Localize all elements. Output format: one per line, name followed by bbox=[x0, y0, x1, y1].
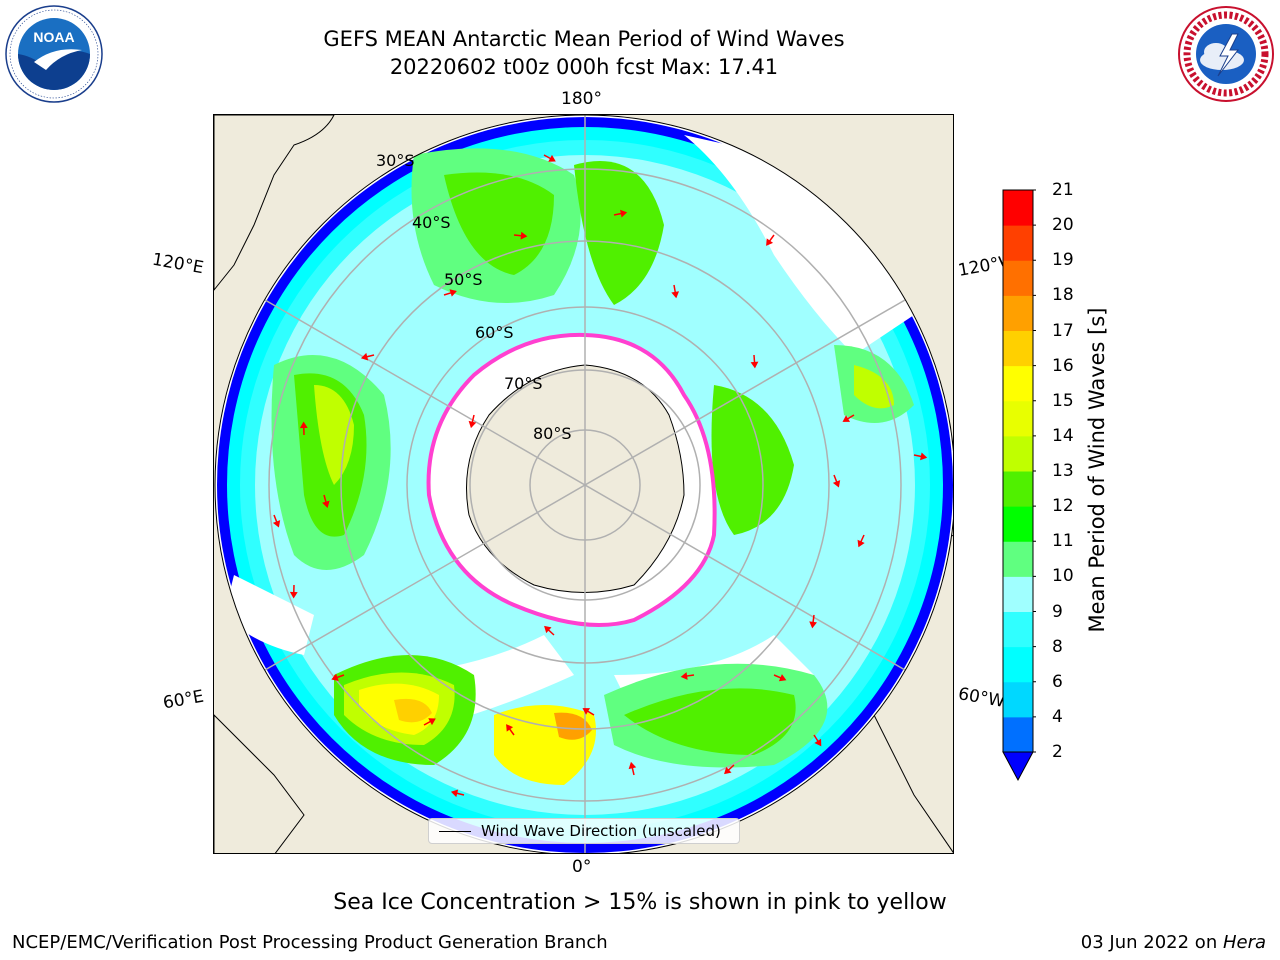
colorbar-extend-triangle bbox=[1002, 751, 1034, 782]
lat-label-40s: 40°S bbox=[412, 213, 451, 232]
sea-ice-note: Sea Ice Concentration > 15% is shown in … bbox=[333, 890, 947, 915]
lat-label-80s: 80°S bbox=[533, 424, 572, 443]
colorbar-segment bbox=[1003, 576, 1033, 612]
wave-arrow-head bbox=[750, 361, 759, 369]
lon-label-0: 0° bbox=[572, 857, 592, 877]
wave-arrow-head bbox=[360, 352, 369, 361]
legend-label: Wind Wave Direction (unscaled) bbox=[481, 822, 721, 840]
colorbar-tick-label: 13 bbox=[1052, 461, 1074, 481]
wave-arrow-head bbox=[766, 238, 774, 246]
colorbar-segment bbox=[1003, 541, 1033, 577]
colorbar-segment bbox=[1003, 190, 1033, 226]
wave-arrow-head bbox=[680, 672, 688, 680]
colorbar-tick-label: 2 bbox=[1052, 742, 1063, 762]
wave-arrow-head bbox=[371, 804, 380, 812]
chart-title: GEFS MEAN Antarctic Mean Period of Wind … bbox=[323, 27, 845, 51]
lon-label-120e: 120°E bbox=[150, 249, 206, 279]
colorbar-tick-label: 15 bbox=[1052, 390, 1074, 411]
lat-label-30s: 30°S bbox=[376, 151, 415, 170]
colorbar-tick-label: 11 bbox=[1052, 531, 1074, 552]
colorbar-segment bbox=[1003, 260, 1033, 296]
colorbar-tick-label: 9 bbox=[1052, 601, 1063, 622]
colorbar-tick-label: 16 bbox=[1052, 355, 1074, 376]
colorbar-segment bbox=[1003, 611, 1033, 648]
lat-label-50s: 50°S bbox=[444, 270, 483, 289]
colorbar-segment bbox=[1003, 400, 1033, 437]
wave-arrow-head bbox=[778, 674, 787, 682]
wave-arrow-head bbox=[814, 738, 822, 747]
wave-arrow-head bbox=[506, 724, 514, 732]
colorbar bbox=[1002, 189, 1036, 782]
wave-arrow-head bbox=[544, 625, 552, 634]
colorbar-tick-label: 18 bbox=[1052, 285, 1074, 306]
wave-arrow bbox=[372, 804, 385, 811]
lon-label-180: 180° bbox=[561, 89, 602, 109]
wind-wave-arrows bbox=[272, 154, 928, 812]
colorbar-segment bbox=[1003, 716, 1033, 753]
lon-label-60w: 60°W bbox=[956, 684, 1007, 712]
wave-arrow-head bbox=[920, 452, 928, 461]
colorbar-tick-label: 10 bbox=[1052, 566, 1074, 587]
wave-arrow-head bbox=[809, 621, 817, 629]
colorbar-tick-label: 14 bbox=[1052, 425, 1074, 446]
footer-host: Hera bbox=[1222, 932, 1266, 953]
chart-subtitle: 20220602 t00z 000h fcst Max: 17.41 bbox=[389, 55, 779, 79]
map-panel bbox=[213, 114, 954, 854]
colorbar-tick-label: 20 bbox=[1052, 215, 1074, 236]
wave-arrow-head bbox=[428, 718, 436, 726]
svg-text:NOAA: NOAA bbox=[33, 29, 74, 45]
colorbar-tick-label: 17 bbox=[1052, 320, 1074, 341]
wave-arrow-head bbox=[272, 520, 281, 528]
colorbar-tick-label: 19 bbox=[1052, 250, 1074, 271]
footer-branch: NCEP/EMC/Verification Post Processing Pr… bbox=[12, 932, 608, 953]
polar-map bbox=[214, 115, 953, 853]
colorbar-segment bbox=[1003, 471, 1033, 507]
nws-logo bbox=[1178, 6, 1274, 102]
wave-arrow-head bbox=[331, 673, 339, 682]
wave-arrow-head bbox=[842, 415, 851, 422]
wave-arrow-head bbox=[628, 761, 637, 770]
lat-label-70s: 70°S bbox=[504, 374, 543, 393]
colorbar-segment bbox=[1003, 295, 1033, 331]
wave-arrow-head bbox=[620, 209, 628, 218]
lon-label-60e: 60°E bbox=[161, 686, 206, 714]
africa-landmass bbox=[214, 714, 305, 853]
colorbar-segment bbox=[1003, 435, 1033, 472]
legend-line-swatch bbox=[439, 830, 471, 832]
colorbar-segment bbox=[1003, 225, 1033, 261]
wave-arrow-head bbox=[299, 421, 308, 429]
map-legend: Wind Wave Direction (unscaled) bbox=[428, 818, 740, 844]
colorbar-segment bbox=[1003, 646, 1033, 683]
wave-arrow-head bbox=[671, 291, 680, 299]
wave-arrow-head bbox=[548, 154, 556, 162]
wave-arrow-head bbox=[322, 500, 330, 508]
wave-arrow-head bbox=[468, 420, 477, 429]
colorbar-tick-label: 21 bbox=[1052, 180, 1074, 200]
colorbar-segment bbox=[1003, 330, 1033, 367]
australia-landmass bbox=[214, 115, 335, 291]
wave-arrow-head bbox=[582, 708, 591, 715]
wave-field-east bbox=[711, 385, 794, 535]
colorbar-tick-label: 8 bbox=[1052, 636, 1063, 657]
colorbar-segment bbox=[1003, 506, 1033, 542]
colorbar-segment bbox=[1003, 365, 1033, 402]
lat-label-60s: 60°S bbox=[475, 323, 514, 342]
noaa-logo: NOAA bbox=[5, 5, 103, 103]
wave-arrow-head bbox=[857, 539, 865, 548]
wave-arrow-head bbox=[520, 231, 528, 240]
colorbar-tick-label: 6 bbox=[1052, 671, 1063, 692]
wave-arrow-head bbox=[449, 289, 457, 297]
colorbar-tick-label: 12 bbox=[1052, 496, 1074, 517]
wave-arrow-head bbox=[832, 480, 841, 488]
colorbar-segment bbox=[1003, 681, 1033, 718]
wave-arrow-head bbox=[724, 766, 732, 775]
footer-date: 03 Jun 2022 on Hera bbox=[1080, 932, 1266, 953]
wave-arrow-head bbox=[289, 591, 298, 599]
colorbar-label: Mean Period of Wind Waves [s] bbox=[1085, 307, 1109, 633]
wave-arrow-head bbox=[450, 789, 459, 798]
colorbar-tick-label: 4 bbox=[1052, 706, 1063, 727]
